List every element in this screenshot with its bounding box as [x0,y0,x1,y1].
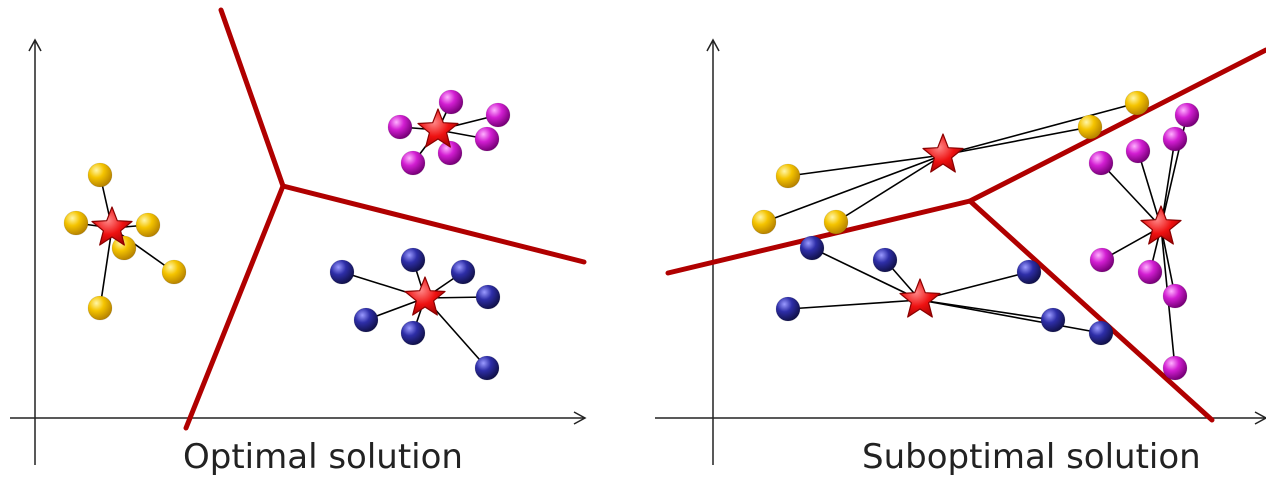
optimal-boundary-line [280,183,587,265]
suboptimal-yellow-data-point [751,209,777,235]
suboptimal-blue-data-point [1016,259,1042,285]
optimal-yellow-data-point [63,210,89,236]
optimal-magenta-data-point [438,89,464,115]
suboptimal-assignment-link [835,154,944,223]
suboptimal-magenta-data-point [1162,355,1188,381]
optimal-magenta-data-point [474,126,500,152]
suboptimal-assignment-link [811,247,921,301]
optimal-blue-data-point [475,284,501,310]
suboptimal-yellow-data-point [1124,90,1150,116]
suboptimal-assignment-link [763,154,944,223]
suboptimal-assignment-link [787,154,944,177]
optimal-yellow-centroid-star [91,206,133,246]
suboptimal-yellow-data-point [823,209,849,235]
optimal-yellow-data-point [135,212,161,238]
suboptimal-assignment-link [919,299,1102,334]
optimal-blue-data-point [329,259,355,285]
boundaries-layer [183,7,1266,431]
optimal-yellow-data-point [111,235,137,261]
optimal-magenta-data-point [437,140,463,166]
suboptimal-blue-data-point [775,296,801,322]
optimal-boundary-line [218,7,286,189]
suboptimal-boundary-line [967,47,1266,204]
suboptimal-yellow-centroid-star [922,133,964,173]
optimal-yellow-data-point [87,162,113,188]
optimal-blue-centroid-star [404,276,446,316]
suboptimal-boundary-line [967,198,1215,423]
axes-layer [10,38,1266,465]
suboptimal-assignment-link [1100,162,1162,228]
suboptimal-magenta-data-point [1174,102,1200,128]
suboptimal-magenta-data-point [1125,138,1151,164]
suboptimal-boundary-line [665,198,973,276]
suboptimal-yellow-data-point [775,163,801,189]
optimal-yellow-data-point [161,259,187,285]
suboptimal-magenta-data-point [1088,150,1114,176]
suboptimal-blue-centroid-star [899,278,941,318]
optimal-yellow-data-point [87,295,113,321]
suboptimal-magenta-centroid-star [1140,205,1182,245]
optimal-magenta-data-point [400,150,426,176]
suboptimal-blue-data-point [872,247,898,273]
suboptimal-magenta-data-point [1162,126,1188,152]
suboptimal-magenta-data-point [1089,247,1115,273]
centroids-layer [91,108,1182,318]
optimal-magenta-data-point [485,102,511,128]
optimal-blue-data-point [353,307,379,333]
suboptimal-blue-data-point [1088,320,1114,346]
links-layer [75,101,1188,369]
suboptimal-yellow-data-point [1077,114,1103,140]
optimal-blue-data-point [450,259,476,285]
optimal-assignment-link [99,227,113,309]
points-layer [63,89,1200,381]
optimal-boundary-line [183,183,286,431]
suboptimal-magenta-data-point [1137,259,1163,285]
optimal-blue-data-point [474,355,500,381]
suboptimal-assignment-link [942,126,1091,156]
suboptimal-blue-data-point [799,235,825,261]
optimal-blue-data-point [400,247,426,273]
suboptimal-assignment-link [787,299,921,310]
suboptimal-blue-data-point [1040,307,1066,333]
optimal-magenta-data-point [387,114,413,140]
optimal-solution-caption: Optimal solution [183,437,463,477]
optimal-blue-data-point [400,320,426,346]
suboptimal-assignment-link [942,102,1138,156]
optimal-magenta-centroid-star [417,108,459,148]
suboptimal-magenta-data-point [1162,283,1188,309]
suboptimal-solution-caption: Suboptimal solution [862,437,1201,477]
